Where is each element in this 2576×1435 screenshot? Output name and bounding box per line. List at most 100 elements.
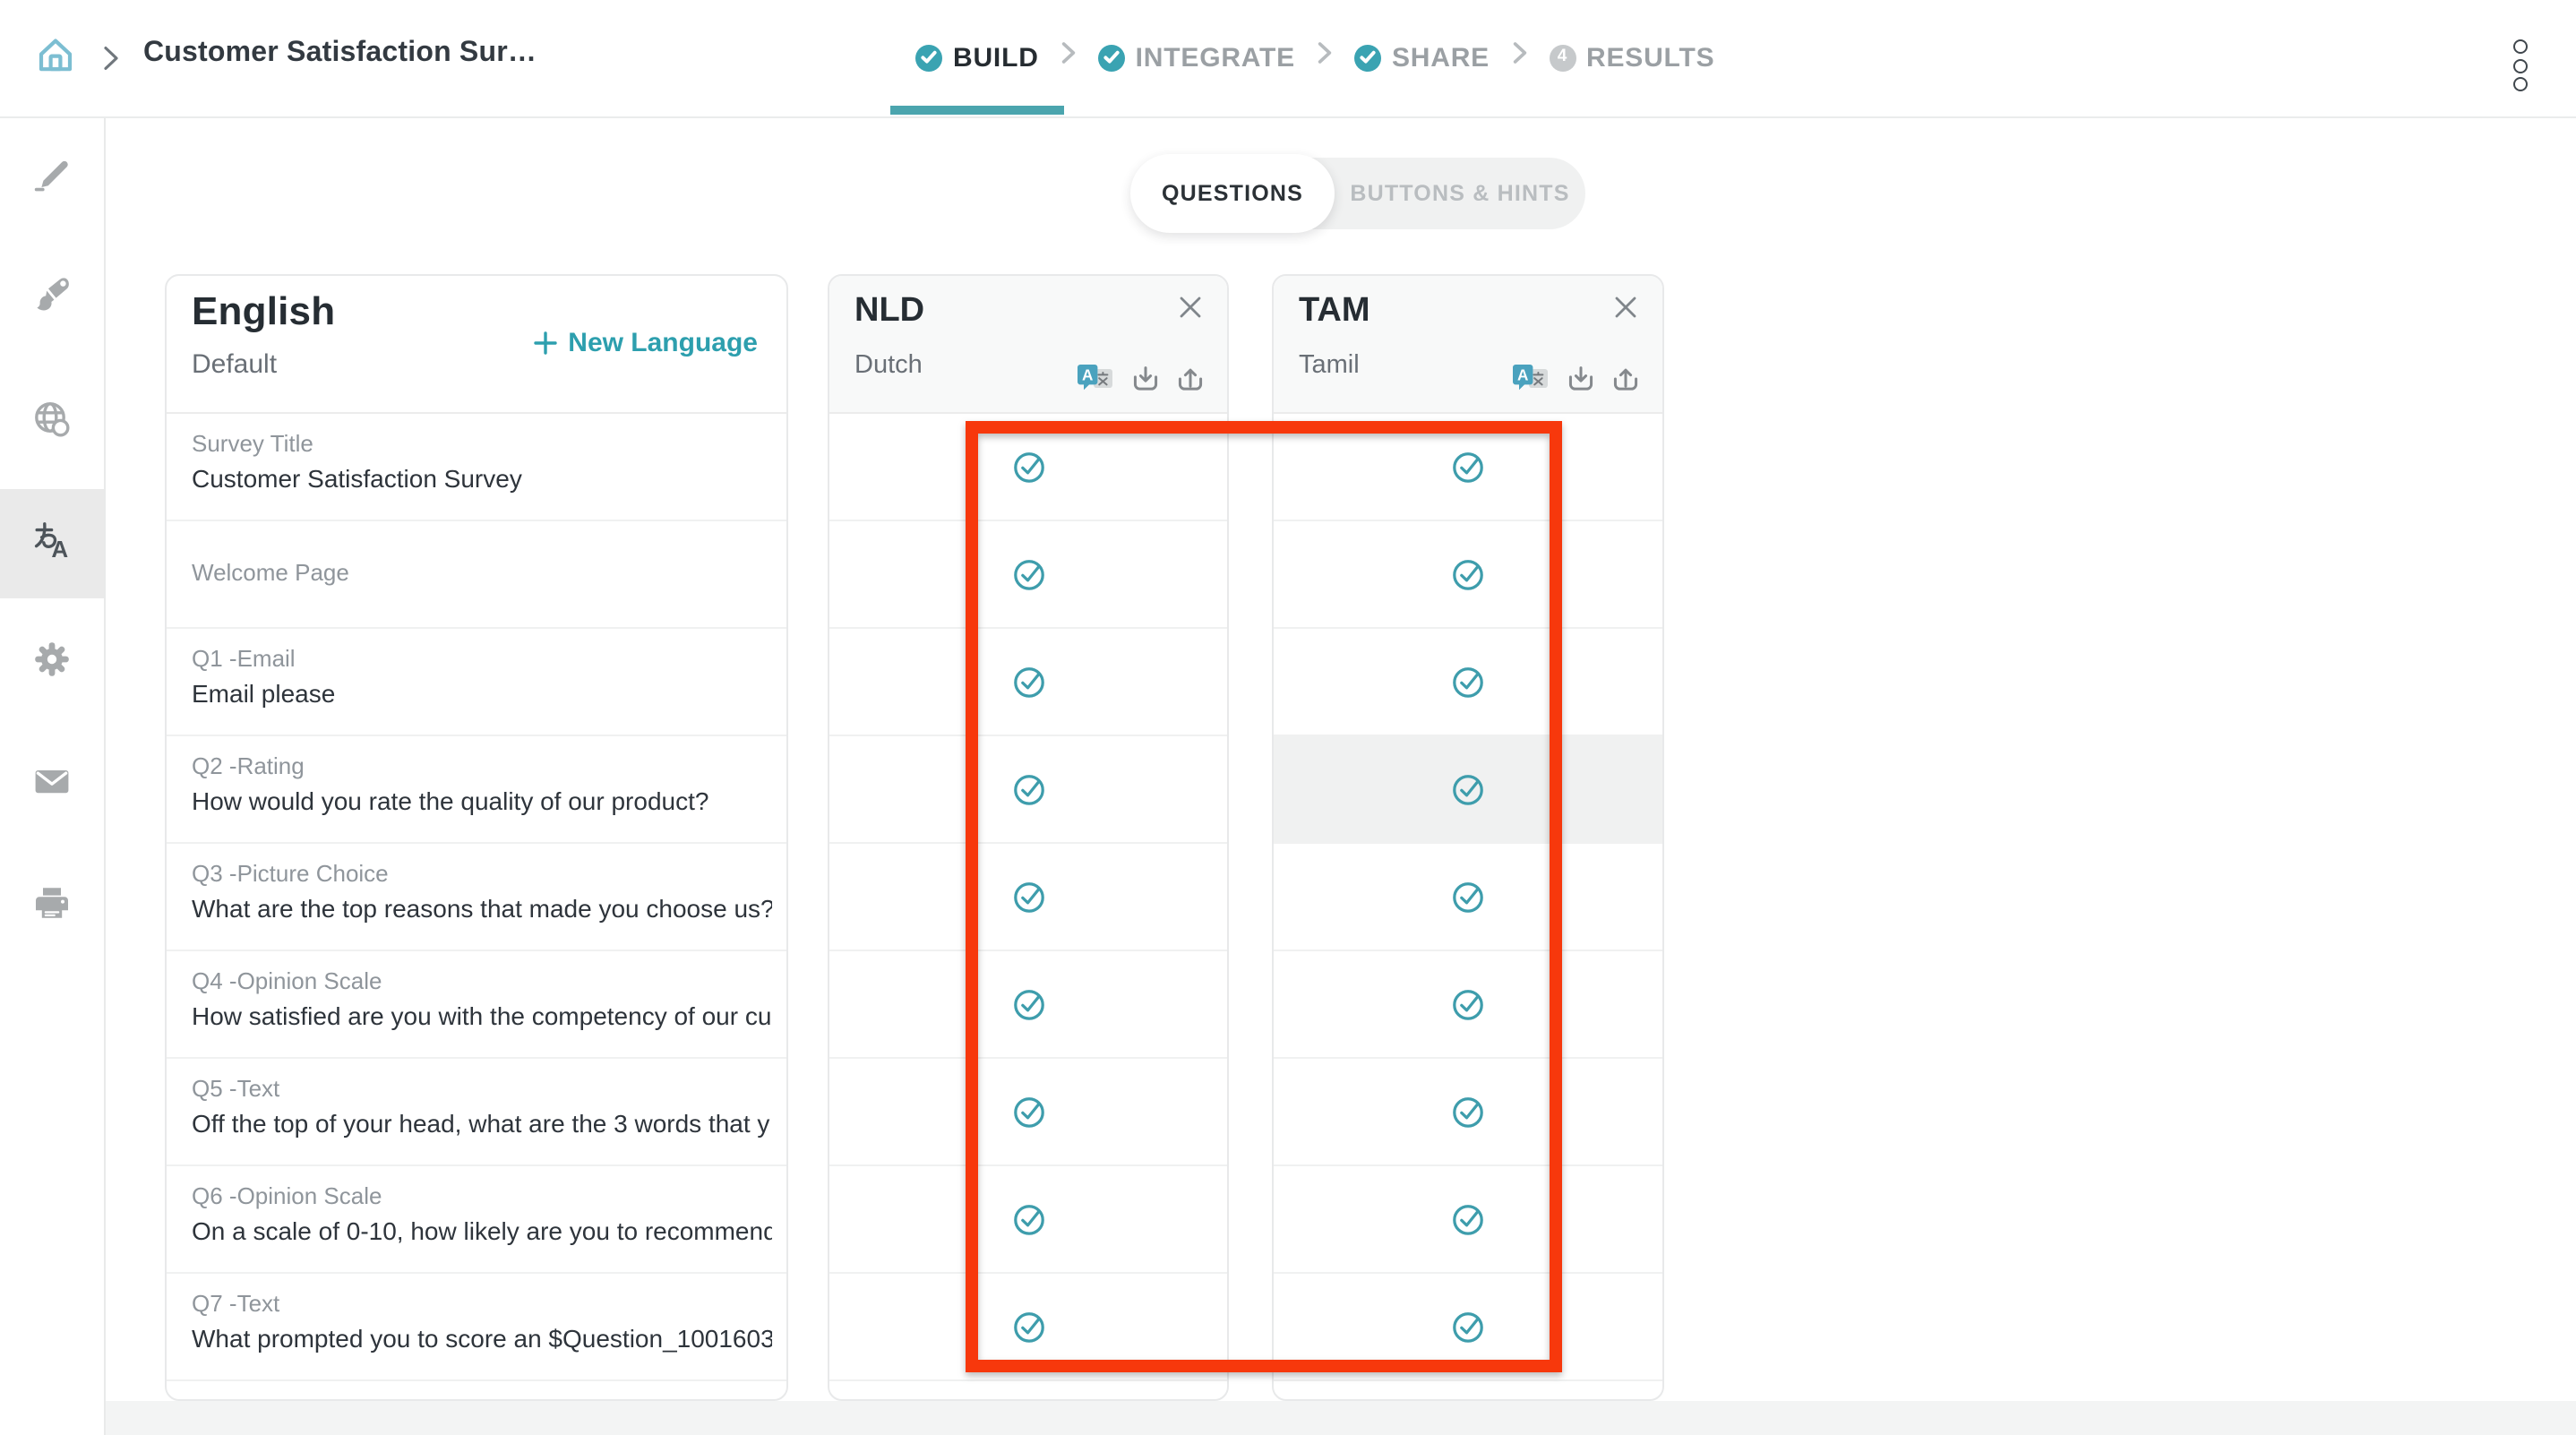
home-button[interactable]	[32, 36, 79, 82]
question-type-label: Q4 -Opinion Scale	[192, 967, 382, 994]
question-row: Q3 -Picture Choice What are the top reaso…	[167, 844, 786, 951]
question-row: Q2 -Rating How would you rate the quality…	[167, 736, 786, 844]
kebab-dot	[2513, 39, 2528, 54]
svg-text:A: A	[1082, 366, 1093, 384]
translation-cell[interactable]	[1274, 1059, 1662, 1166]
translated-check-icon	[1011, 450, 1045, 484]
base-language-subtitle: Default	[192, 349, 278, 380]
translation-cell[interactable]	[829, 1274, 1227, 1381]
left-sidebar: A	[0, 116, 106, 1435]
gear-icon	[32, 639, 72, 687]
translation-cell[interactable]	[829, 736, 1227, 844]
auto-translate-icon[interactable]: A	[1077, 364, 1114, 392]
translation-cell[interactable]	[1274, 844, 1662, 951]
sidebar-item-email[interactable]	[0, 733, 104, 837]
tab-questions[interactable]: QUESTIONS	[1130, 154, 1335, 233]
translation-cell[interactable]	[829, 951, 1227, 1059]
breadcrumb-chevron-icon	[102, 45, 120, 81]
download-translation-icon[interactable]	[1567, 365, 1594, 391]
question-type-label: Q1 -Email	[192, 645, 296, 672]
translation-cell[interactable]	[829, 414, 1227, 521]
translation-cell[interactable]	[829, 1059, 1227, 1166]
step-integrate[interactable]: INTEGRATE	[1097, 42, 1295, 73]
translation-cell[interactable]	[1274, 1166, 1662, 1274]
step-share[interactable]: SHARE	[1353, 42, 1490, 73]
step-separator-icon	[1511, 41, 1527, 73]
active-step-underline	[890, 106, 1064, 115]
sidebar-item-translations[interactable]: A	[0, 489, 104, 598]
step-separator-icon	[1060, 41, 1077, 73]
translated-check-icon	[1011, 665, 1045, 699]
translated-check-icon	[1011, 557, 1045, 591]
step-build[interactable]: BUILD	[915, 42, 1039, 73]
translated-check-icon	[1451, 665, 1485, 699]
question-row: Q1 -Email Email please	[167, 629, 786, 736]
sidebar-item-global-settings[interactable]	[0, 371, 104, 475]
base-language-header: English Default New Language	[167, 276, 786, 414]
translated-check-icon	[1451, 880, 1485, 914]
language-card-tam: TAM Tamil A	[1272, 274, 1664, 1401]
base-language-card: English Default New Language Survey Titl…	[165, 274, 788, 1401]
translated-check-icon	[1011, 987, 1045, 1021]
kebab-dot	[2513, 77, 2528, 91]
translation-cell[interactable]	[829, 1166, 1227, 1274]
pen-icon	[32, 153, 72, 202]
question-row: Welcome Page	[167, 521, 786, 629]
step-check-icon	[1097, 44, 1125, 71]
sidebar-item-settings[interactable]	[0, 611, 104, 715]
translated-check-icon	[1451, 450, 1485, 484]
translation-cell[interactable]	[1274, 414, 1662, 521]
translated-check-icon	[1011, 880, 1045, 914]
upload-translation-icon[interactable]	[1612, 365, 1639, 391]
question-row: Survey Title Customer Satisfaction Survey	[167, 414, 786, 521]
translated-check-icon	[1451, 987, 1485, 1021]
language-actions: A	[1077, 364, 1204, 392]
question-text: What prompted you to score an $Question_…	[192, 1324, 772, 1353]
content-tabs: BUTTONS & HINTS QUESTIONS	[1130, 154, 1585, 233]
translated-check-icon	[1011, 772, 1045, 806]
auto-translate-icon[interactable]: A	[1512, 364, 1550, 392]
upload-translation-icon[interactable]	[1177, 365, 1204, 391]
step-results[interactable]: 4 RESULTS	[1549, 42, 1714, 73]
translated-check-icon	[1011, 1310, 1045, 1344]
sidebar-item-edit[interactable]	[0, 125, 104, 229]
base-language-title: English	[192, 288, 336, 333]
translation-cell[interactable]	[829, 844, 1227, 951]
download-translation-icon[interactable]	[1132, 365, 1159, 391]
tab-buttons-and-hints[interactable]: BUTTONS & HINTS	[1350, 181, 1570, 206]
translation-cell[interactable]	[1274, 1274, 1662, 1381]
translation-cell[interactable]	[829, 521, 1227, 629]
remove-language-button[interactable]	[1175, 292, 1204, 321]
language-code: TAM	[1299, 292, 1370, 330]
breadcrumb-survey-title[interactable]: Customer Satisfaction Sur…	[143, 38, 537, 68]
translation-cell[interactable]	[1274, 521, 1662, 629]
globe-icon	[32, 399, 72, 447]
question-type-label: Q7 -Text	[192, 1290, 280, 1317]
translation-cell[interactable]	[1274, 736, 1662, 844]
svg-text:A: A	[51, 536, 68, 561]
translated-check-icon	[1011, 1202, 1045, 1236]
translated-check-icon	[1451, 1310, 1485, 1344]
translation-cell[interactable]	[1274, 951, 1662, 1059]
bottom-scroll-area	[104, 1401, 2576, 1435]
translation-cell[interactable]	[1274, 629, 1662, 736]
question-text: Customer Satisfaction Survey	[192, 464, 522, 493]
step-label: INTEGRATE	[1135, 42, 1295, 73]
question-row: Q4 -Opinion Scale How satisfied are you w…	[167, 951, 786, 1059]
add-new-language-button[interactable]: New Language	[534, 328, 758, 358]
question-text: How would you rate the quality of our pr…	[192, 786, 709, 815]
mail-icon	[32, 760, 72, 809]
question-type-label: Survey Title	[192, 430, 313, 457]
question-row: Q7 -Text What prompted you to score an $Q…	[167, 1274, 786, 1381]
remove-language-button[interactable]	[1610, 292, 1639, 321]
translation-cell[interactable]	[829, 629, 1227, 736]
more-options-button[interactable]	[2510, 36, 2531, 95]
sidebar-item-print[interactable]	[0, 855, 104, 958]
translated-check-icon	[1451, 1202, 1485, 1236]
sidebar-item-design[interactable]	[0, 245, 104, 349]
translate-icon: A	[30, 518, 73, 570]
language-code: NLD	[854, 292, 925, 330]
top-bar: Customer Satisfaction Sur… BUILD INTEGRA…	[0, 0, 2576, 118]
question-list: Survey Title Customer Satisfaction Survey…	[167, 414, 786, 1381]
question-text: What are the top reasons that made you c…	[192, 894, 772, 923]
